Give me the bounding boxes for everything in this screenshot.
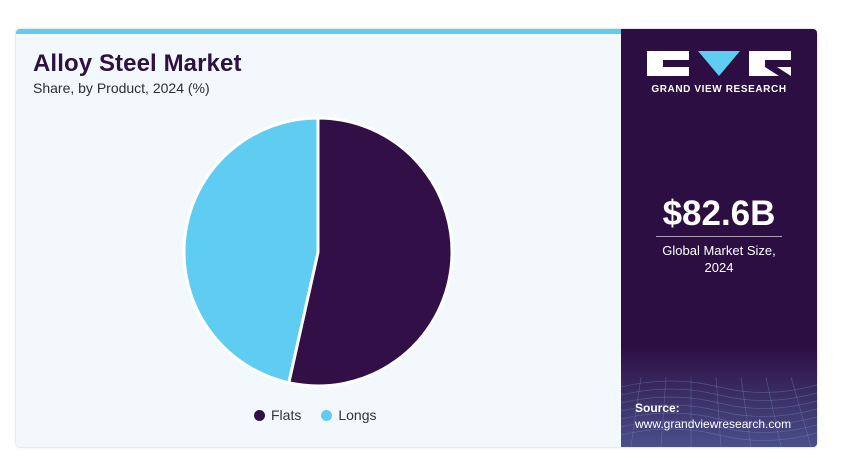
caption-line-1: Global Market Size, — [662, 243, 776, 258]
pie-slice-flats — [287, 116, 454, 388]
stat-divider — [656, 236, 782, 237]
pie-chart — [182, 116, 454, 388]
accent-bar — [16, 29, 621, 34]
market-size-caption: Global Market Size, 2024 — [621, 242, 817, 276]
legend-swatch-flats — [254, 409, 265, 421]
legend-label-flats: Flats — [271, 407, 302, 423]
legend-item-longs: Longs — [321, 407, 377, 423]
chart-title: Alloy Steel Market — [33, 50, 242, 77]
legend-label-longs: Longs — [338, 407, 377, 423]
infographic-card: Alloy Steel Market Share, by Product, 20… — [16, 29, 817, 447]
brand-name: GRAND VIEW RESEARCH — [651, 84, 787, 95]
source-url[interactable]: www.grandviewresearch.com — [635, 417, 792, 431]
chart-legend: Flats Longs — [254, 407, 377, 423]
summary-panel: GRAND VIEW RESEARCH $82.6B Global Market… — [621, 29, 817, 447]
legend-swatch-longs — [321, 409, 333, 421]
chart-subtitle: Share, by Product, 2024 (%) — [33, 80, 210, 96]
pie-slice-longs — [182, 116, 320, 385]
chart-panel: Alloy Steel Market Share, by Product, 20… — [16, 29, 621, 447]
legend-item-flats: Flats — [254, 407, 301, 423]
caption-line-2: 2024 — [704, 260, 734, 275]
source-label: Source: — [635, 401, 680, 415]
decorative-wave-pattern — [621, 347, 817, 447]
gvr-logo-icon — [647, 51, 791, 76]
market-size-value: $82.6B — [662, 194, 776, 233]
